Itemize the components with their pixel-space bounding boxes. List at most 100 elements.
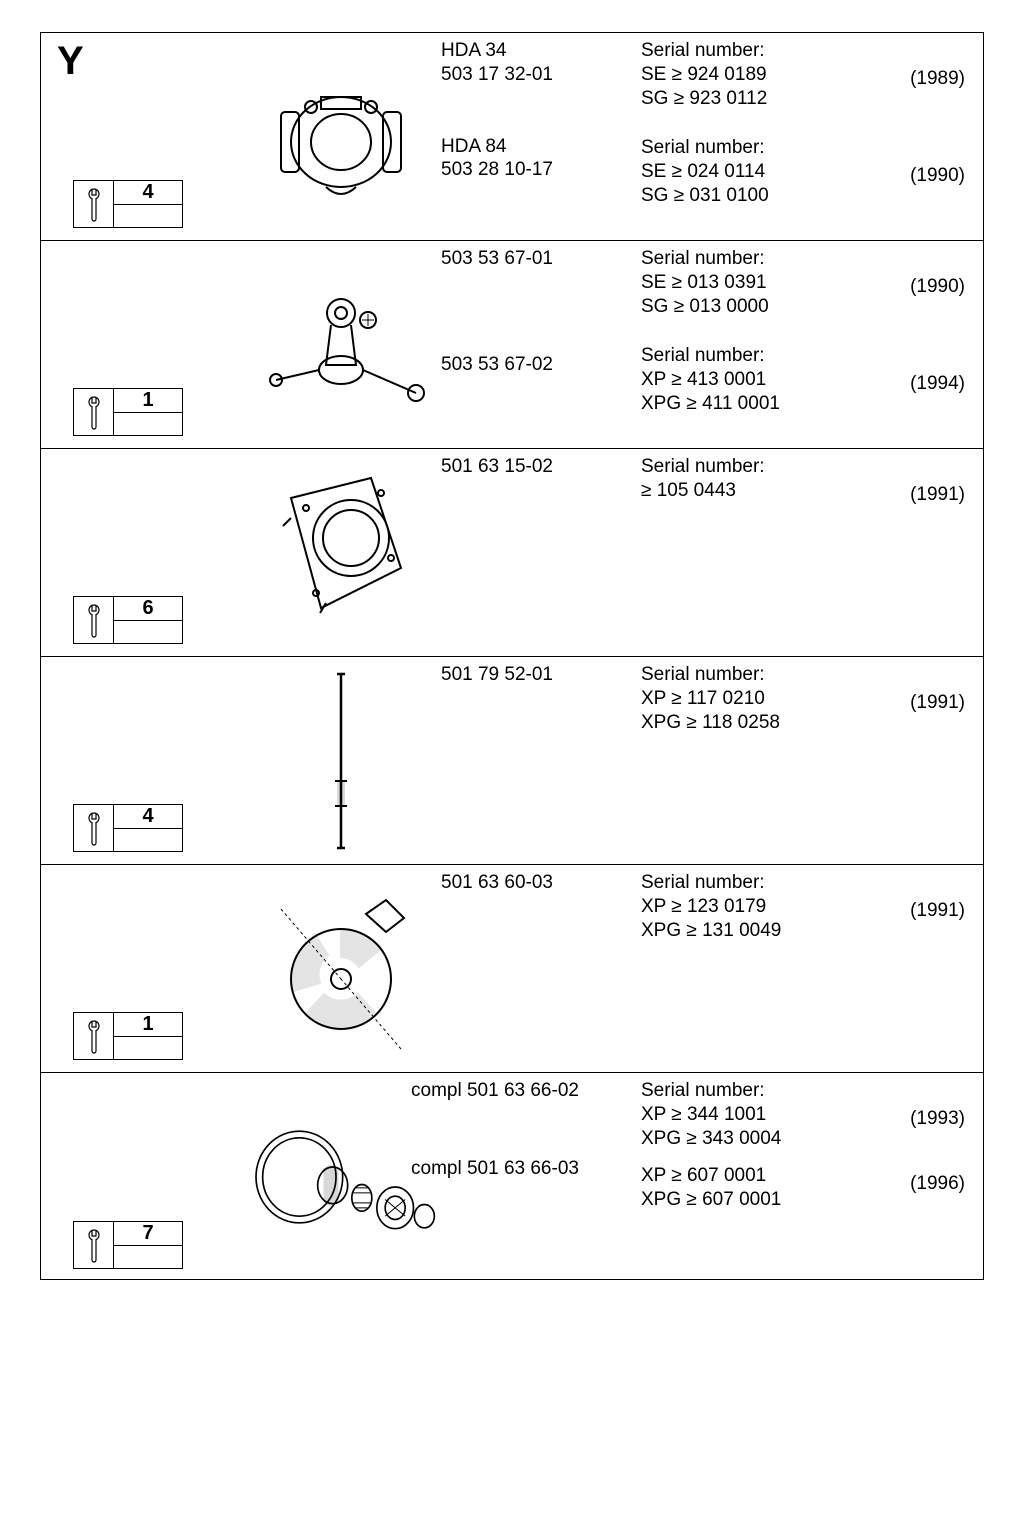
serial-year: (1991) [910, 691, 965, 715]
left-column: 6 [41, 449, 241, 656]
tool-number: 4 [114, 181, 182, 205]
part-entry: 503 53 67-02 [441, 353, 635, 377]
tool-number: 1 [114, 1013, 182, 1037]
part-number-column: HDA 34 503 17 32-01 HDA 84 503 28 10-17 [441, 33, 641, 240]
part-label: compl 501 63 66-02 [411, 1079, 635, 1103]
serial-column: Serial number: SE ≥ 924 0189 SG ≥ 923 01… [641, 33, 983, 240]
part-entry: compl 501 63 66-03 [411, 1157, 635, 1181]
part-label: 501 63 15-02 [441, 455, 635, 479]
serial-header: Serial number: [641, 39, 973, 63]
serial-column: Serial number: XP ≥ 123 0179 XPG ≥ 131 0… [641, 865, 983, 1072]
part-number-column: compl 501 63 66-02 compl 501 63 66-03 [411, 1073, 641, 1281]
left-column: 1 [41, 241, 241, 448]
tool-reference-box: 6 [73, 596, 183, 644]
serial-header: Serial number: [641, 136, 973, 160]
parts-page: Y 4 [0, 0, 1024, 1516]
tool-number-cell: 1 [114, 1013, 182, 1059]
tool-number-empty [114, 1246, 182, 1268]
part-number-column: 503 53 67-01 503 53 67-02 [441, 241, 641, 448]
serial-header: Serial number: [641, 455, 973, 479]
part-entry: HDA 34 503 17 32-01 [441, 39, 635, 87]
serial-entry: XP ≥ 607 0001 XPG ≥ 607 0001 (1996) [641, 1164, 973, 1212]
part-label: 501 63 60-03 [441, 871, 635, 895]
serial-column: Serial number: SE ≥ 013 0391 SG ≥ 013 00… [641, 241, 983, 448]
part-image [241, 657, 441, 864]
part-label: 503 28 10-17 [441, 158, 635, 182]
serial-column: Serial number: ≥ 105 0443 (1991) [641, 449, 983, 656]
tool-reference-box: 4 [73, 804, 183, 852]
tool-number: 6 [114, 597, 182, 621]
table-row: 4 501 79 52-01 [41, 657, 983, 865]
tool-number-empty [114, 621, 182, 643]
tool-number-empty [114, 413, 182, 435]
serial-entry: Serial number: SE ≥ 924 0189 SG ≥ 923 01… [641, 39, 973, 110]
part-label: 501 79 52-01 [441, 663, 635, 687]
part-entry: 501 63 15-02 [441, 455, 635, 479]
left-column: 7 [41, 1073, 241, 1281]
serial-header: Serial number: [641, 247, 973, 271]
tool-number-empty [114, 829, 182, 851]
tool-number-cell: 6 [114, 597, 182, 643]
part-label: HDA 84 [441, 135, 635, 159]
table-row: Y 4 [41, 33, 983, 241]
part-entry: HDA 84 503 28 10-17 [441, 135, 635, 183]
frame: Y 4 [40, 32, 984, 1280]
wrench-icon [74, 389, 114, 435]
tool-reference-box: 7 [73, 1221, 183, 1269]
part-image [241, 449, 441, 656]
part-label: 503 17 32-01 [441, 63, 635, 87]
left-column: 1 [41, 865, 241, 1072]
serial-header: Serial number: [641, 1079, 973, 1103]
tool-reference-box: 1 [73, 388, 183, 436]
left-column: 4 [41, 657, 241, 864]
serial-entry: Serial number: XP ≥ 123 0179 XPG ≥ 131 0… [641, 871, 973, 942]
tool-number-cell: 4 [114, 181, 182, 227]
tool-reference-box: 1 [73, 1012, 183, 1060]
part-number-column: 501 63 60-03 [441, 865, 641, 1072]
serial-year: (1993) [910, 1107, 965, 1131]
table-row: 6 [41, 449, 983, 657]
serial-header: Serial number: [641, 344, 973, 368]
tool-number-cell: 7 [114, 1222, 182, 1268]
table-row: 1 [41, 241, 983, 449]
table-row: 1 [41, 865, 983, 1073]
part-label: 503 53 67-01 [441, 247, 635, 271]
wrench-icon [74, 181, 114, 227]
wrench-icon [74, 1013, 114, 1059]
part-image [241, 865, 441, 1072]
serial-entry: Serial number: SE ≥ 024 0114 SG ≥ 031 01… [641, 136, 973, 207]
wrench-icon [74, 597, 114, 643]
wrench-icon [74, 805, 114, 851]
left-column: Y 4 [41, 33, 241, 240]
part-image [241, 241, 441, 448]
tool-number-cell: 1 [114, 389, 182, 435]
serial-year: (1990) [910, 275, 965, 299]
tool-number-empty [114, 1037, 182, 1059]
part-number-column: 501 79 52-01 [441, 657, 641, 864]
part-label: compl 501 63 66-03 [411, 1157, 635, 1181]
serial-year: (1989) [910, 67, 965, 91]
serial-header: Serial number: [641, 663, 973, 687]
serial-column: Serial number: XP ≥ 117 0210 XPG ≥ 118 0… [641, 657, 983, 864]
serial-year: (1991) [910, 899, 965, 923]
wrench-icon [74, 1222, 114, 1268]
serial-header: Serial number: [641, 871, 973, 895]
serial-year: (1991) [910, 483, 965, 507]
part-entry: 501 63 60-03 [441, 871, 635, 895]
serial-entry: Serial number: XP ≥ 344 1001 XPG ≥ 343 0… [641, 1079, 973, 1150]
serial-entry: Serial number: XP ≥ 413 0001 XPG ≥ 411 0… [641, 344, 973, 415]
part-entry: 501 79 52-01 [441, 663, 635, 687]
part-number-column: 501 63 15-02 [441, 449, 641, 656]
serial-entry: Serial number: XP ≥ 117 0210 XPG ≥ 118 0… [641, 663, 973, 734]
tool-number: 4 [114, 805, 182, 829]
part-image [241, 33, 441, 240]
serial-year: (1990) [910, 164, 965, 188]
part-entry: 503 53 67-01 [441, 247, 635, 271]
tool-number-empty [114, 205, 182, 227]
part-label: HDA 34 [441, 39, 635, 63]
tool-number: 1 [114, 389, 182, 413]
tool-reference-box: 4 [73, 180, 183, 228]
serial-entry: Serial number: SE ≥ 013 0391 SG ≥ 013 00… [641, 247, 973, 318]
serial-entry: Serial number: ≥ 105 0443 (1991) [641, 455, 973, 503]
tool-number: 7 [114, 1222, 182, 1246]
